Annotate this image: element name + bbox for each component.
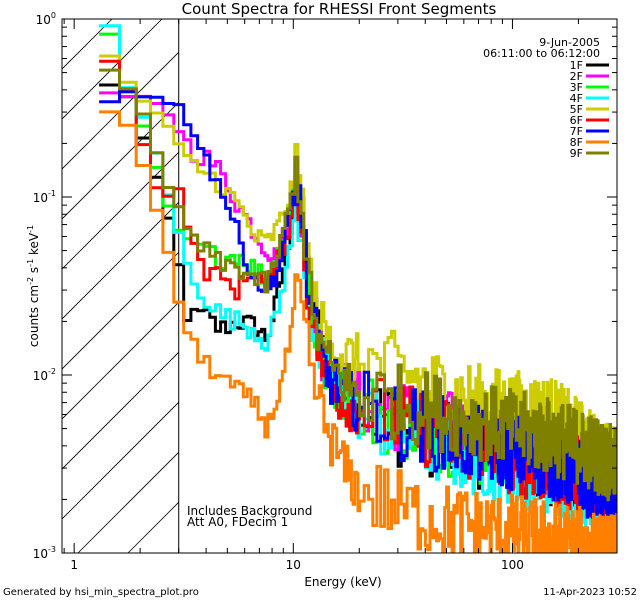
- legend-label-7F: 7F: [570, 125, 583, 138]
- legend-label-8F: 8F: [570, 136, 583, 149]
- footer-generated-by: Generated by hsi_min_spectra_plot.pro: [3, 587, 199, 598]
- x-tick-label: 1: [70, 558, 78, 572]
- y-tick-label: 10-3: [33, 545, 56, 561]
- y-tick-labels: 100 10-1 10-2 10-3: [33, 11, 56, 561]
- plot-frame: [61, 18, 618, 554]
- hatch-line: [62, 51, 179, 170]
- hatch-line: [62, 19, 163, 120]
- y-tick-label: 10-2: [33, 367, 56, 383]
- axis-ticks: [62, 18, 618, 554]
- series-9F: [99, 68, 617, 502]
- x-axis-label: Energy (keV): [304, 575, 381, 589]
- x-tick-label: 10: [286, 558, 301, 572]
- annotation-attenuator: Att A0, FDecim 1: [187, 515, 288, 529]
- legend-label-9F: 9F: [570, 147, 583, 160]
- hatched-region: [62, 19, 180, 553]
- legend-date: 9-Jun-2005: [539, 36, 600, 49]
- series-8F: [99, 110, 617, 553]
- chart-title: Count Spectra for RHESSI Front Segments: [182, 0, 497, 18]
- legend-label-2F: 2F: [570, 70, 583, 83]
- hatch-line: [77, 451, 179, 553]
- x-tick-label: 100: [501, 558, 524, 572]
- legend-label-5F: 5F: [570, 103, 583, 116]
- legend-label-3F: 3F: [570, 81, 583, 94]
- legend-label-6F: 6F: [570, 114, 583, 127]
- x-tick-labels: 1 10 100: [70, 558, 524, 572]
- y-tick-label: 10-1: [33, 189, 56, 205]
- legend-time-range: 06:11:00 to 06:12:00: [483, 47, 600, 60]
- hatch-line: [62, 251, 179, 370]
- hatch-line: [62, 201, 179, 320]
- series-layer: [99, 24, 617, 553]
- hatch-line: [62, 101, 179, 220]
- legend-label-4F: 4F: [570, 92, 583, 105]
- footer-timestamp: 11-Apr-2023 10:52: [543, 587, 637, 598]
- annotation-background: Includes Background: [187, 504, 312, 518]
- hatch-line: [62, 401, 179, 520]
- y-tick-label: 100: [36, 11, 56, 27]
- legend-label-1F: 1F: [570, 59, 583, 72]
- hatch-line: [62, 351, 179, 470]
- y-axis-label: counts cm-2 s-1 keV-1: [26, 225, 41, 347]
